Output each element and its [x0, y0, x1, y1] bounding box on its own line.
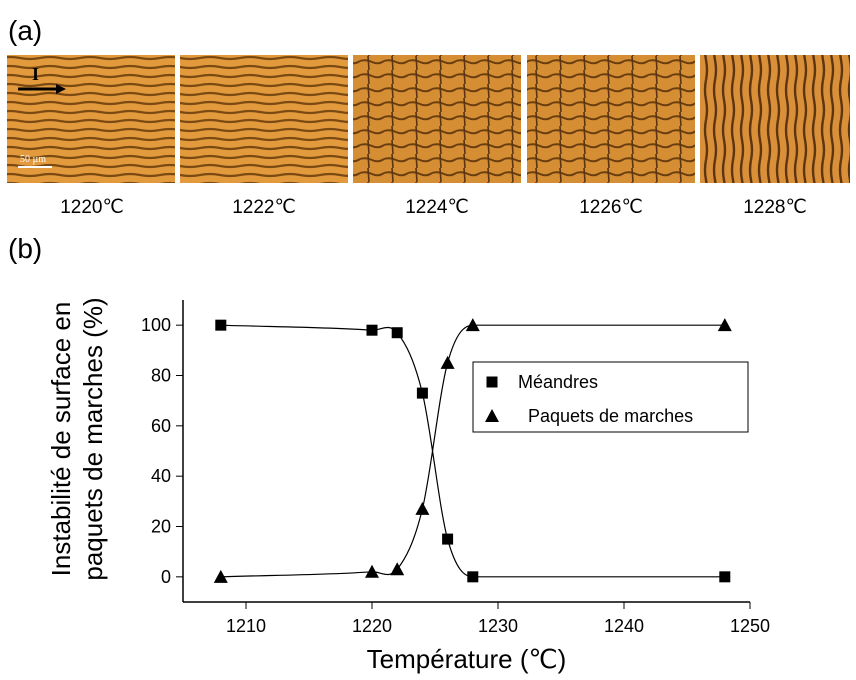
legend [472, 361, 749, 433]
marker-square [486, 376, 498, 388]
micrograph [353, 55, 521, 183]
arrow-label: I [32, 64, 39, 84]
marker-triangle [365, 564, 379, 578]
marker-triangle [485, 409, 499, 422]
marker-triangle [213, 569, 228, 583]
y-tick-label: 100 [141, 315, 171, 335]
micrograph [180, 55, 348, 183]
x-tick-label: 1210 [226, 616, 266, 636]
marker-triangle [415, 501, 430, 515]
panel-label: (b) [8, 233, 42, 264]
marker-triangle [390, 562, 405, 576]
x-tick-label: 1220 [352, 616, 392, 636]
scale-bar-label: 50 µm [20, 154, 46, 165]
caption: 1222℃ [232, 197, 296, 218]
caption: 1224℃ [405, 197, 469, 218]
marker-square [215, 319, 227, 331]
fit-line [220, 324, 725, 578]
marker-square [467, 571, 479, 583]
chart: 1210 1220 1230 1240 1250 0 20 40 60 80 100 Températ… [46, 297, 770, 674]
micrograph [527, 55, 695, 183]
caption: 1226℃ [579, 197, 643, 218]
y-tick-label: 40 [151, 466, 171, 486]
y-axis-label: paquets de marches (%) [78, 297, 108, 580]
x-axis-label: Température (℃) [367, 644, 567, 674]
marker-triangle [717, 318, 732, 332]
marker-square [719, 571, 731, 583]
legend-label: Méandres [518, 372, 598, 392]
arrow-head [56, 84, 66, 94]
marker-square [366, 324, 378, 336]
caption: 1220℃ [60, 197, 124, 218]
marker-square [391, 327, 403, 339]
y-tick-label: 20 [151, 517, 171, 537]
marker-triangle [465, 318, 480, 332]
x-tick-label: 1250 [730, 616, 770, 636]
caption: 1228℃ [743, 197, 807, 218]
micrographs: I 50 µm [7, 55, 850, 183]
y-tick-label: 60 [151, 416, 171, 436]
y-axis-label: Instabilité de surface en [46, 302, 76, 577]
micrograph [700, 55, 850, 183]
marker-square [416, 387, 428, 399]
legend-label: Paquets de marches [528, 406, 693, 426]
marker-square [442, 533, 454, 545]
x-tick-label: 1240 [604, 616, 644, 636]
x-tick-label: 1230 [478, 616, 518, 636]
micrograph [7, 55, 175, 183]
y-tick-label: 0 [161, 567, 171, 587]
panel-label: (a) [8, 15, 42, 46]
fit-line [220, 324, 725, 578]
y-tick-label: 80 [151, 366, 171, 386]
marker-triangle [440, 355, 455, 369]
